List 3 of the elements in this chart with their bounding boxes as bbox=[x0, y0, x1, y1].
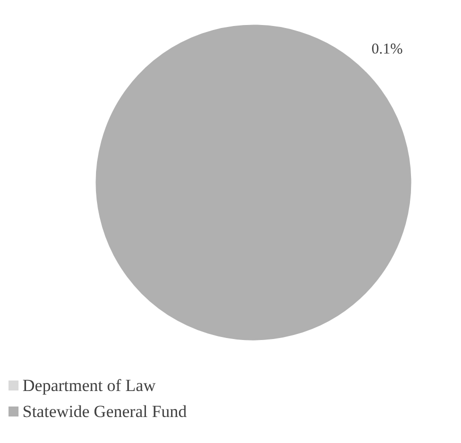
data-label: 0.1% bbox=[372, 42, 403, 58]
legend-label: Statewide General Fund bbox=[22, 402, 188, 421]
legend-label: Department of Law bbox=[22, 376, 156, 395]
